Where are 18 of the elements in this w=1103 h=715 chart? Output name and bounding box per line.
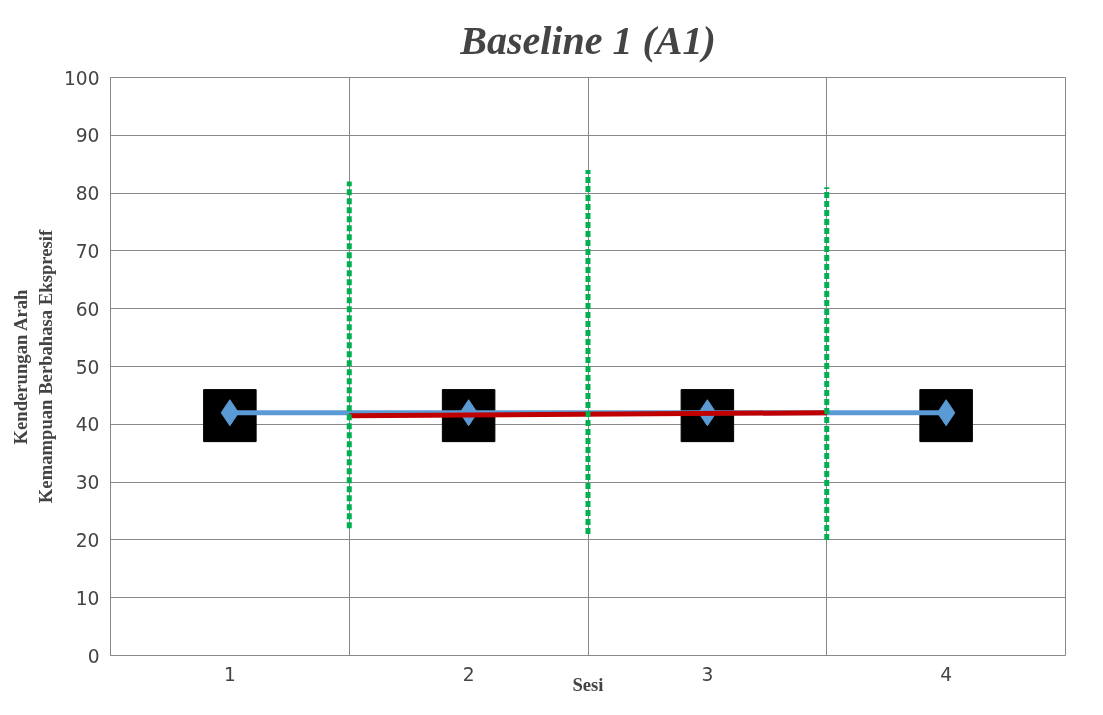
- y-tick-label: 60: [75, 298, 100, 320]
- y-tick-label: 10: [75, 587, 100, 609]
- x-tick-label: 1: [223, 663, 236, 685]
- x-tick-label: 4: [940, 663, 953, 685]
- y-tick-label: 100: [63, 67, 100, 89]
- chart-title: Baseline 1 (A1): [459, 17, 716, 63]
- y-tick-label: 90: [75, 125, 100, 147]
- y-tick-label: 30: [75, 472, 100, 494]
- y-tick-label: 20: [75, 529, 100, 551]
- x-axis-title: Sesi: [572, 673, 604, 695]
- y-tick-label: 70: [75, 240, 100, 262]
- y-tick-label: 40: [75, 414, 100, 436]
- y-axis-title: Kenderungan Arah Kemampuan Berbahasa Ekspresif: [9, 229, 56, 504]
- y-tick-label: 0: [87, 645, 100, 667]
- y-tick-label: 80: [75, 183, 100, 205]
- x-tick-label: 2: [462, 663, 475, 685]
- x-tick-label: 3: [701, 663, 714, 685]
- y-tick-label: 50: [75, 356, 100, 378]
